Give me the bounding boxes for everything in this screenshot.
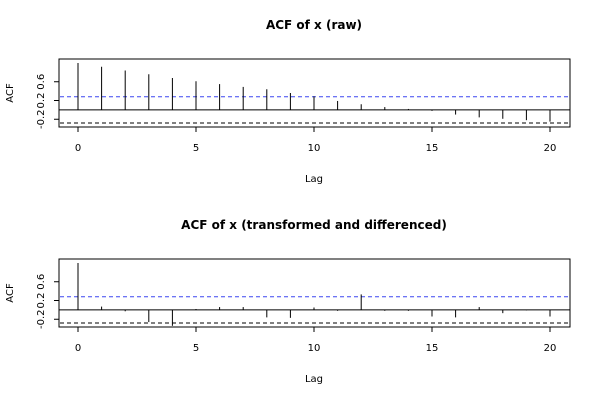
x-tick-label: 15 [426, 343, 439, 354]
y-axis: -0.20.2 0.6 [36, 274, 59, 329]
acf-raw-panel: ACF of x (raw) 0 5 10 15 20 -0.20.2 0.6 Lag A… [5, 18, 571, 185]
y-tick-label: -0.2 [36, 309, 47, 329]
plot-frame [58, 258, 571, 328]
x-tick-label: 10 [308, 143, 321, 154]
y-axis-label: ACF [5, 83, 16, 103]
y-tick-label: 0.2 [36, 93, 47, 109]
y-tick-label: 0.6 [36, 74, 47, 90]
x-axis-label: Lag [305, 374, 323, 385]
acf-bars [59, 63, 570, 124]
y-axis: -0.20.2 0.6 [36, 74, 59, 129]
x-tick-label: 0 [75, 343, 81, 354]
x-tick-label: 5 [193, 343, 199, 354]
y-tick-label: -0.2 [36, 109, 47, 129]
x-tick-label: 10 [308, 343, 321, 354]
x-axis: 0 5 10 15 20 [75, 127, 557, 154]
y-tick-label: 0.2 [36, 293, 47, 309]
y-axis-label: ACF [5, 283, 16, 303]
x-tick-label: 20 [544, 343, 557, 354]
plot-frame [58, 58, 571, 128]
acf-bars [59, 263, 570, 326]
x-tick-label: 0 [75, 143, 81, 154]
x-tick-label: 5 [193, 143, 199, 154]
y-tick-label: 0.6 [36, 274, 47, 290]
x-axis: 0 5 10 15 20 [75, 327, 557, 354]
x-axis-label: Lag [305, 174, 323, 185]
x-tick-label: 15 [426, 143, 439, 154]
x-tick-label: 20 [544, 143, 557, 154]
chart-title: ACF of x (transformed and differenced) [181, 218, 447, 232]
acf-differenced-panel: ACF of x (transformed and differenced) 0… [5, 218, 571, 385]
chart-title: ACF of x (raw) [266, 18, 362, 32]
